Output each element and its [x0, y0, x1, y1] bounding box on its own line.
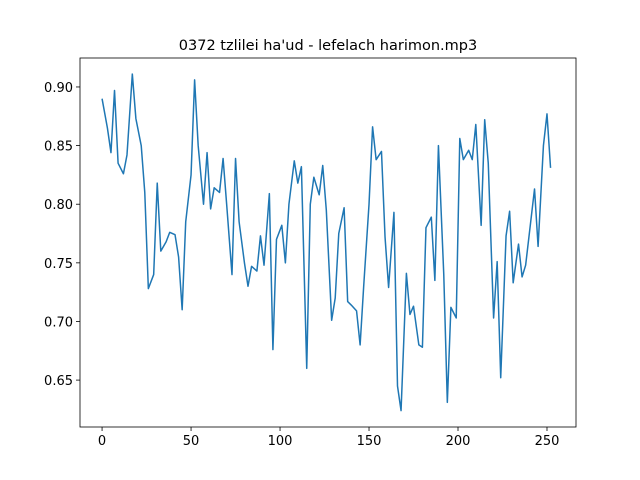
x-tick-label: 100 [268, 434, 293, 449]
y-tick-label: 0.85 [44, 140, 73, 155]
plot-frame [79, 57, 577, 428]
x-tick-label: 0 [98, 434, 106, 449]
x-tick-label: 50 [183, 434, 200, 449]
y-tick-label: 0.75 [44, 257, 73, 272]
y-tick-label: 0.65 [44, 374, 73, 389]
data-line [101, 73, 552, 412]
y-tick-label: 0.70 [44, 315, 73, 330]
y-tick-label: 0.90 [44, 81, 73, 96]
y-tick-label: 0.80 [44, 198, 73, 213]
x-tick-label: 150 [357, 434, 382, 449]
chart-title: 0372 tzlilei ha'ud - lefelach harimon.mp… [179, 38, 477, 54]
x-tick-label: 250 [535, 434, 560, 449]
x-tick-label: 200 [446, 434, 471, 449]
